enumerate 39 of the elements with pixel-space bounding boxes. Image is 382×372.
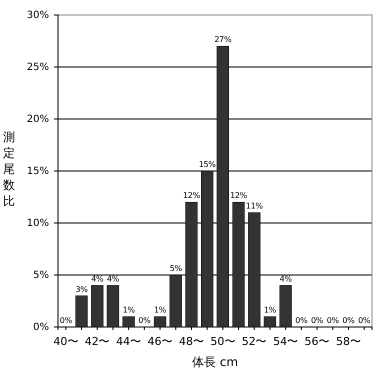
data-label: 4% xyxy=(280,274,292,284)
data-label: 0% xyxy=(326,316,340,325)
x-tick-label: 44〜 xyxy=(116,335,142,348)
y-tick-label: 30% xyxy=(26,10,49,22)
y-tick-label: 5% xyxy=(33,270,49,282)
data-label: 0% xyxy=(358,316,371,325)
data-label: 0% xyxy=(311,316,324,325)
x-tick-label: 40〜 xyxy=(53,335,78,348)
y-tick-label: 15% xyxy=(26,166,49,178)
x-tick-label: 48〜 xyxy=(178,335,204,348)
data-label: 1% xyxy=(264,306,277,315)
y-tick-label: 0% xyxy=(33,322,49,334)
data-label: 1% xyxy=(154,306,167,315)
data-label: 12% xyxy=(230,191,248,200)
y-axis-title: 測定尾数比 xyxy=(3,130,15,208)
data-label: 12% xyxy=(183,191,201,200)
data-label: 27% xyxy=(214,35,232,44)
data-label: 0% xyxy=(295,316,308,325)
x-axis-title: 体長 cm xyxy=(192,355,238,369)
data-label: 11% xyxy=(246,202,264,211)
x-tick-label: 50〜 xyxy=(210,335,236,348)
x-tick-label: 46〜 xyxy=(148,335,173,348)
data-label: 5% xyxy=(170,264,182,273)
x-tick-label: 58〜 xyxy=(336,335,361,348)
y-tick-label: 25% xyxy=(26,62,49,74)
data-label: 0% xyxy=(60,316,73,325)
y-tick-label: 20% xyxy=(26,114,49,126)
x-tick-label: 52〜 xyxy=(242,335,267,348)
x-tick-label: 56〜 xyxy=(304,335,330,348)
data-label: 1% xyxy=(122,306,136,315)
data-label: 3% xyxy=(76,284,88,294)
x-tick-label: 54〜 xyxy=(273,335,298,348)
data-label: 15% xyxy=(198,160,216,169)
data-label: 0% xyxy=(138,316,152,325)
y-tick-label: 10% xyxy=(26,218,49,230)
data-label: 4% xyxy=(106,274,120,284)
data-label: 0% xyxy=(342,316,356,325)
data-label: 4% xyxy=(91,274,104,284)
x-tick-label: 42〜 xyxy=(84,335,110,348)
